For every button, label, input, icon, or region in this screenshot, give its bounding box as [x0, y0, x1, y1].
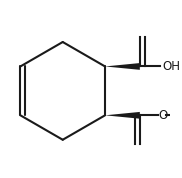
Polygon shape [105, 112, 140, 119]
Text: OH: OH [162, 60, 180, 73]
Text: O: O [159, 109, 168, 122]
Polygon shape [105, 63, 140, 70]
